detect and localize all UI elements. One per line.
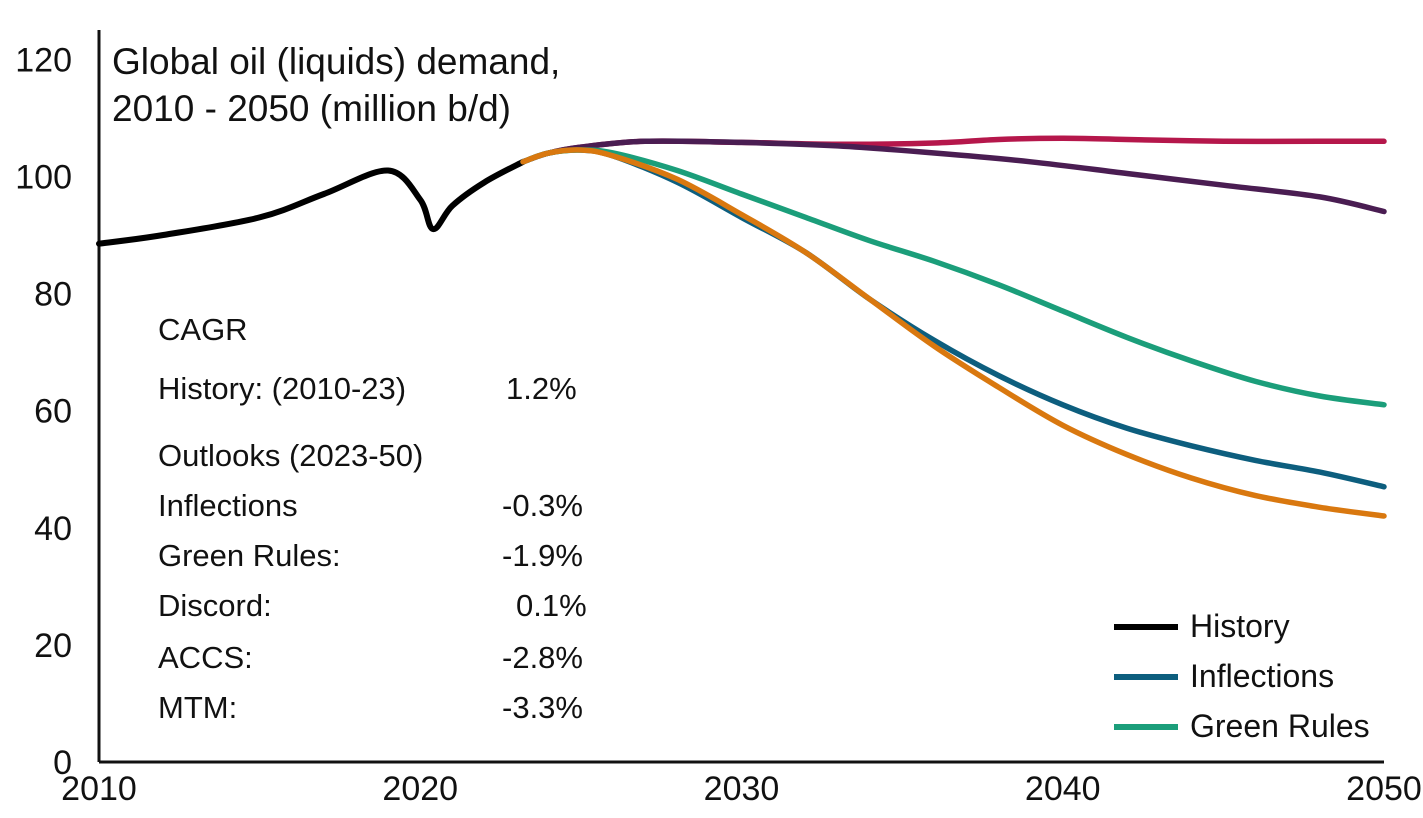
- cagr-heading: CAGR: [158, 312, 248, 347]
- legend-swatch: [1114, 674, 1178, 680]
- x-tick-label: 2020: [382, 770, 458, 808]
- y-tick-label: 80: [34, 276, 72, 314]
- y-tick-label: 60: [34, 393, 72, 431]
- y-tick-label: 0: [53, 744, 72, 782]
- cagr-row-label: MTM:: [158, 690, 238, 725]
- series-line-mtm: [520, 147, 1387, 519]
- legend-label: Green Rules: [1190, 708, 1370, 744]
- legend-swatch: [1114, 624, 1178, 630]
- series-line-history: [96, 158, 527, 247]
- y-tick-label: 20: [34, 627, 72, 665]
- cagr-row-label: Discord:: [158, 588, 272, 623]
- chart-title-block: Global oil (liquids) demand, 2010 - 2050…: [112, 38, 560, 132]
- x-tick-label: 2030: [704, 770, 780, 808]
- y-tick-label: 40: [34, 510, 72, 548]
- legend-label: History: [1190, 608, 1290, 644]
- cagr-row-value: -1.9%: [502, 538, 583, 573]
- cagr-row-label: Inflections: [158, 488, 298, 523]
- y-tick-label: 120: [15, 41, 72, 79]
- cagr-row-label: ACCS:: [158, 640, 253, 675]
- cagr-history-label: History: (2010-23): [158, 371, 407, 406]
- cagr-row-value: 0.1%: [516, 588, 587, 623]
- series-line-inflections: [520, 147, 1387, 490]
- cagr-row-value: -3.3%: [502, 690, 583, 725]
- legend-swatch: [1114, 724, 1178, 730]
- chart-title: Global oil (liquids) demand,: [112, 41, 561, 82]
- x-tick-label: 2050: [1346, 770, 1422, 808]
- cagr-row-value: -0.3%: [502, 488, 583, 523]
- chart-subtitle: 2010 - 2050 (million b/d): [112, 88, 511, 129]
- y-tick-label: 100: [15, 158, 72, 196]
- cagr-row-label: Green Rules:: [158, 538, 341, 573]
- cagr-outlooks-heading: Outlooks (2023-50): [158, 438, 424, 473]
- x-tick-label: 2040: [1025, 770, 1101, 808]
- legend-label: Inflections: [1190, 658, 1335, 694]
- cagr-row-value: -2.8%: [502, 640, 583, 675]
- series-line-accs: [520, 138, 1387, 215]
- x-tick-label: 2010: [61, 770, 137, 808]
- cagr-history-value: 1.2%: [506, 371, 577, 406]
- series-layer: [96, 135, 1387, 519]
